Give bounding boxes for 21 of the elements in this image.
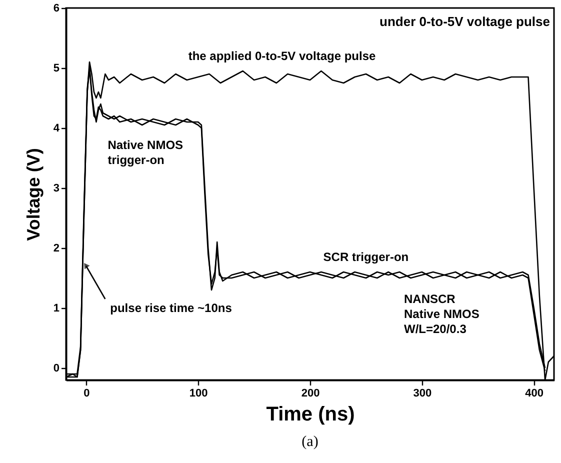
annotation: Native NMOS trigger-on xyxy=(108,138,184,167)
text: (a) xyxy=(302,434,318,450)
y-tick-label: 5 xyxy=(53,62,60,74)
x-axis-title: Time (ns) xyxy=(266,404,355,426)
annotation: the applied 0-to-5V voltage pulse xyxy=(188,49,376,63)
y-tick-label: 3 xyxy=(53,182,60,194)
x-tick-label: 300 xyxy=(413,388,432,400)
y-axis-title: Voltage (V) xyxy=(23,148,44,241)
y-tick-label: 2 xyxy=(53,242,60,254)
x-tick-label: 100 xyxy=(189,388,208,400)
y-tick-label: 0 xyxy=(53,362,60,374)
annotation: NANSCR Native NMOS W/L=20/0.3 xyxy=(404,292,480,336)
y-tick-label: 4 xyxy=(53,122,60,134)
x-tick-label: 0 xyxy=(84,388,90,400)
annotation: under 0-to-5V voltage pulse xyxy=(380,14,550,29)
x-tick-label: 200 xyxy=(301,388,320,400)
y-tick-label: 1 xyxy=(53,302,60,314)
annotation: pulse rise time ~10ns xyxy=(110,301,232,315)
annotation: SCR trigger-on xyxy=(323,250,409,264)
x-tick-label: 400 xyxy=(525,388,544,400)
y-tick-label: 6 xyxy=(53,2,60,14)
